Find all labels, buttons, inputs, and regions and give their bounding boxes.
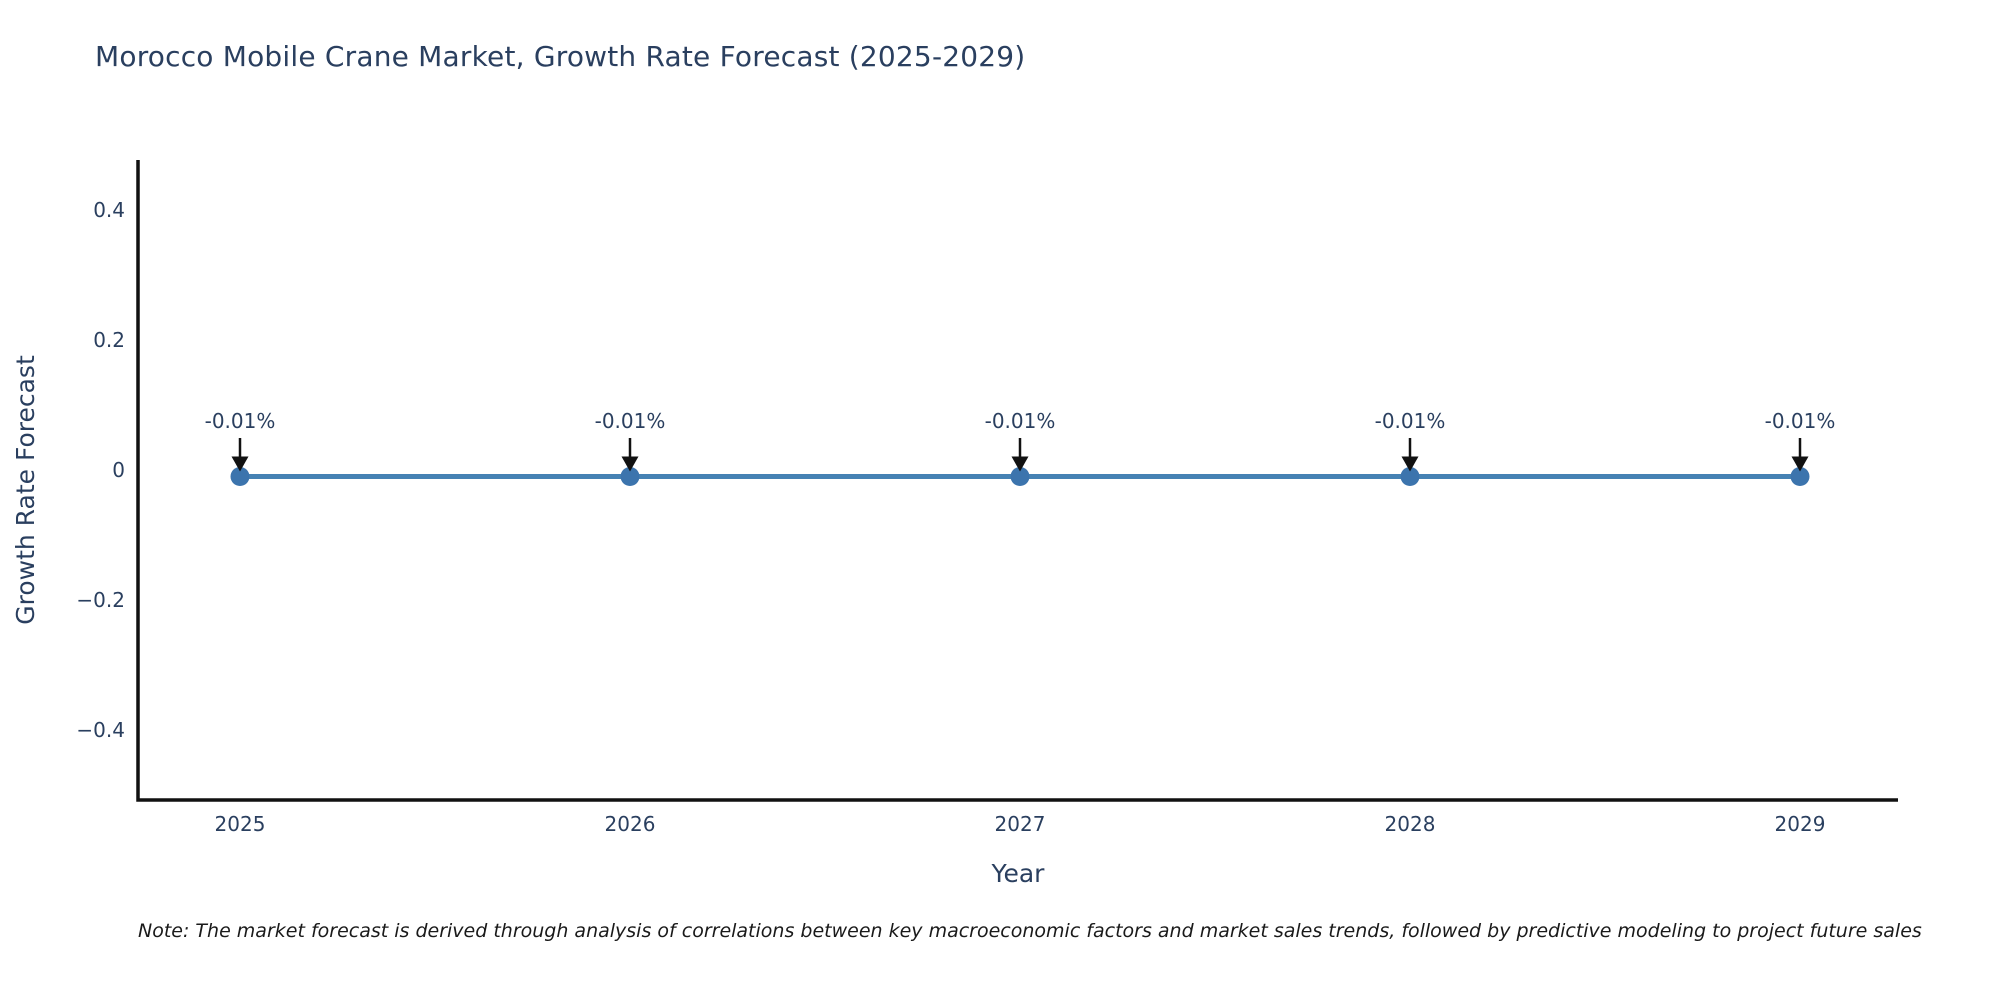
annotation-arrowhead — [231, 456, 249, 472]
x-tick-label: 2025 — [215, 812, 266, 836]
x-axis-tick-labels: 2025 2026 2027 2028 2029 — [215, 812, 1826, 836]
y-tick-label: −0.2 — [76, 588, 125, 612]
annotation-arrowhead — [1401, 456, 1419, 472]
x-tick-label: 2028 — [1385, 812, 1436, 836]
y-axis-title: Growth Rate Forecast — [11, 355, 40, 625]
data-point-2026 — [620, 467, 640, 486]
annotation-label: -0.01% — [595, 409, 666, 433]
y-tick-label: 0.4 — [93, 198, 125, 222]
x-tick-label: 2029 — [1775, 812, 1826, 836]
data-point-2029 — [1790, 467, 1810, 486]
footnote: Note: The market forecast is derived thr… — [138, 920, 1922, 942]
annotation-arrowhead — [1791, 456, 1809, 472]
chart-title: Morocco Mobile Crane Market, Growth Rate… — [95, 40, 1026, 73]
y-tick-label: −0.4 — [76, 718, 125, 742]
annotation-arrowhead — [1011, 456, 1029, 472]
annotation-label: -0.01% — [1765, 409, 1836, 433]
x-tick-label: 2026 — [605, 812, 656, 836]
series-markers — [230, 467, 1810, 486]
annotation-label: -0.01% — [985, 409, 1056, 433]
y-axis-tick-labels: 0.4 0.2 0 −0.2 −0.4 — [76, 198, 125, 742]
y-tick-label: 0.2 — [93, 328, 125, 352]
data-point-2025 — [230, 467, 250, 486]
annotation-label: -0.01% — [205, 409, 276, 433]
axis-lines — [136, 160, 1898, 802]
y-tick-label: 0 — [112, 458, 125, 482]
annotation-arrowhead — [621, 456, 639, 472]
data-point-2028 — [1400, 467, 1420, 486]
annotation-label: -0.01% — [1375, 409, 1446, 433]
point-annotations: -0.01% -0.01% -0.01% -0.01% -0.01% — [205, 409, 1836, 472]
data-point-2027 — [1010, 467, 1030, 486]
x-axis-title: Year — [991, 859, 1046, 888]
x-tick-label: 2027 — [995, 812, 1046, 836]
